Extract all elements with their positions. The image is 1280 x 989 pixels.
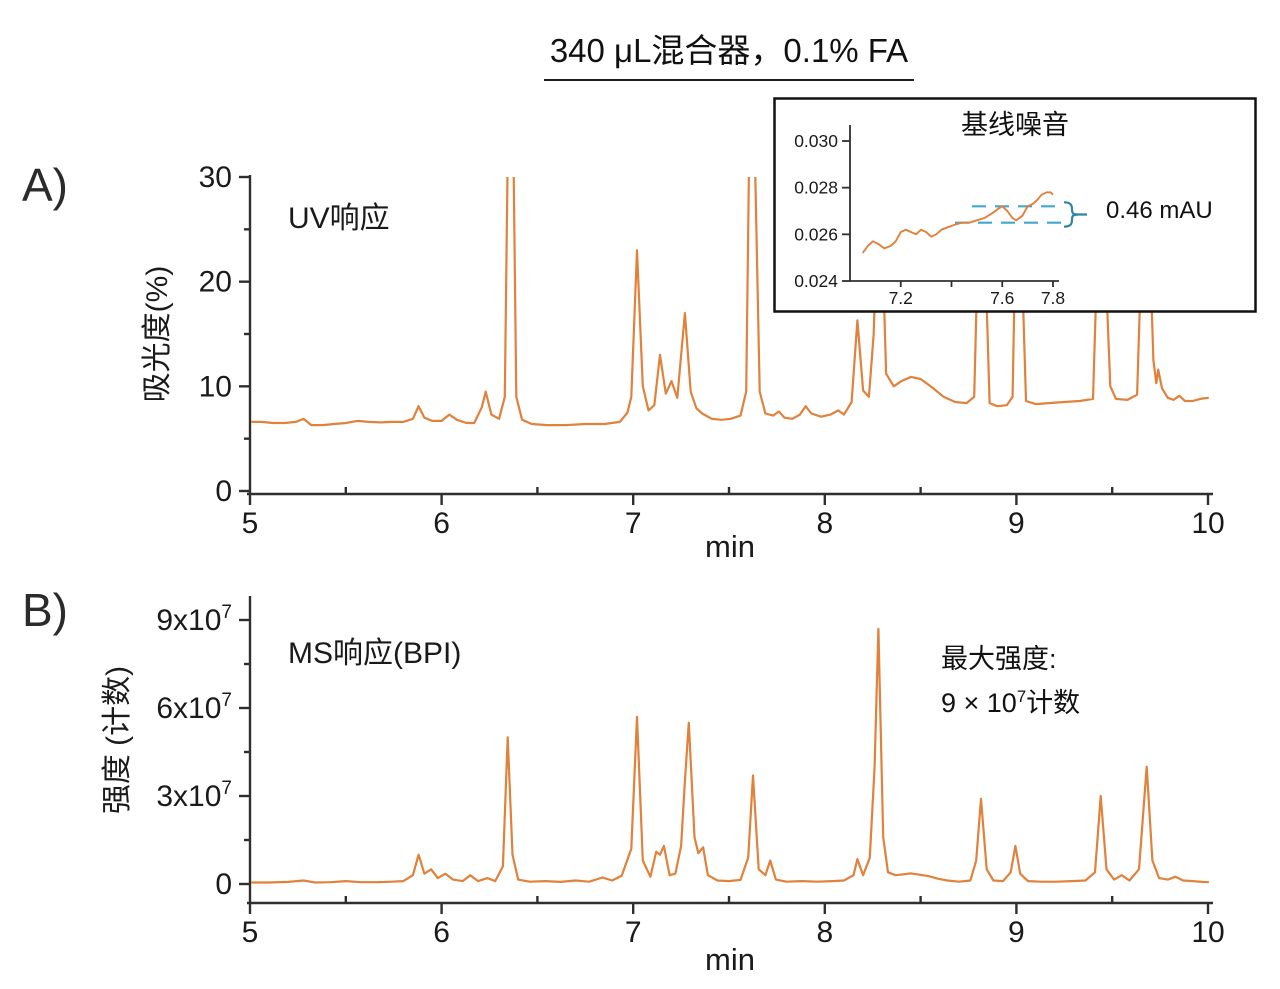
svg-text:6: 6 [433, 507, 450, 540]
svg-text:3x107: 3x107 [156, 778, 232, 813]
svg-text:0: 0 [215, 475, 232, 508]
svg-text:8: 8 [816, 916, 833, 949]
inset-border [773, 97, 1257, 313]
max-intensity-annotation: 最大强度: 9 × 107计数 [941, 641, 1080, 722]
max-intensity-line2: 9 × 107计数 [941, 687, 1081, 718]
uv-chromatogram-plot: 5 6 7 8 9 10 0 10 20 30 min [199, 161, 1225, 564]
inset-trace [861, 191, 1054, 254]
page-title-text: 340 μL混合器，0.1% FA [543, 24, 915, 81]
svg-text:10: 10 [199, 370, 232, 403]
svg-text:7.8: 7.8 [1041, 288, 1065, 308]
inset-tick-labels: 7.2 7.6 7.8 0.024 0.026 0.028 0.030 [794, 131, 1065, 308]
noise-value-label: 0.46 mAU [1106, 197, 1213, 224]
panel-b-label: B) [22, 584, 68, 636]
svg-text:6x107: 6x107 [156, 690, 232, 725]
max-intensity-exponent: 7 [1016, 687, 1027, 706]
ms-trace [251, 627, 1210, 884]
ms-tick-labels: 5 6 7 8 9 10 0 3x107 6x107 9x107 [156, 602, 1224, 949]
inset-title: 基线噪音 [961, 110, 1069, 140]
page-title: 340 μL混合器，0.1% FA [250, 24, 1208, 81]
ms-response-label: MS响应(BPI) [288, 637, 462, 670]
max-intensity-line1: 最大强度: [941, 644, 1057, 674]
ms-axes [239, 596, 1213, 914]
uv-x-axis-title: min [705, 529, 755, 564]
noise-brace-icon [1063, 201, 1087, 228]
baseline-noise-inset: 7.2 7.6 7.8 0.024 0.026 0.028 0.030 基线噪音 0.46 … [773, 97, 1257, 313]
panel-a-label: A) [22, 159, 68, 211]
ms-x-axis-title: min [705, 942, 755, 977]
svg-text:10: 10 [1191, 507, 1224, 540]
svg-text:7.2: 7.2 [889, 288, 913, 308]
svg-text:7: 7 [625, 507, 642, 540]
svg-text:5: 5 [242, 507, 259, 540]
svg-text:0: 0 [215, 868, 232, 901]
svg-text:0.024: 0.024 [794, 271, 838, 291]
baseline-noise-plot: 7.2 7.6 7.8 0.024 0.026 0.028 0.030 [773, 97, 1257, 313]
svg-text:9: 9 [1008, 916, 1025, 949]
svg-text:7: 7 [625, 916, 642, 949]
ms-chromatogram-plot: 5 6 7 8 9 10 0 3x107 6x107 9x107 min [156, 596, 1225, 977]
svg-text:6: 6 [433, 916, 450, 949]
svg-text:0.026: 0.026 [794, 224, 838, 244]
svg-text:5: 5 [242, 916, 259, 949]
svg-text:20: 20 [199, 266, 232, 299]
uv-response-label: UV响应 [288, 202, 390, 235]
svg-text:7.6: 7.6 [990, 288, 1014, 308]
uv-tick-labels: 5 6 7 8 9 10 0 10 20 30 [199, 161, 1225, 540]
svg-text:8: 8 [816, 507, 833, 540]
uv-axes [239, 175, 1213, 505]
svg-text:30: 30 [199, 161, 232, 194]
svg-text:9: 9 [1008, 507, 1025, 540]
svg-text:9x107: 9x107 [156, 602, 232, 637]
svg-text:0.028: 0.028 [794, 178, 838, 198]
inset-axes [842, 125, 1059, 287]
uv-trace [251, 177, 1210, 427]
svg-text:0.030: 0.030 [794, 131, 838, 151]
svg-text:10: 10 [1191, 916, 1224, 949]
